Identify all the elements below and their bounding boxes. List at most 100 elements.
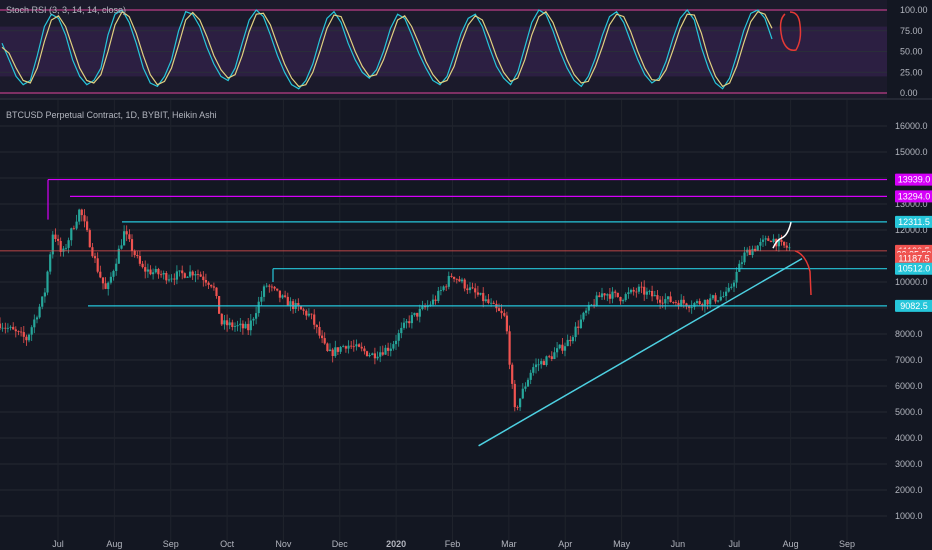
candle-body xyxy=(627,292,630,294)
candle-body xyxy=(220,313,223,325)
candle-body xyxy=(442,286,445,291)
candle-body xyxy=(585,310,588,313)
candle-body xyxy=(41,296,44,307)
candle-body xyxy=(120,245,123,249)
candle-body xyxy=(651,291,654,297)
candle-body xyxy=(777,239,780,247)
candle-body xyxy=(130,239,134,251)
candle-body xyxy=(112,271,115,277)
candle-body xyxy=(616,292,619,297)
candle-body xyxy=(582,312,585,320)
candle-body xyxy=(379,352,382,357)
candle-body xyxy=(756,245,759,251)
candle-body xyxy=(645,291,648,295)
candle-body xyxy=(698,301,701,305)
candle-body xyxy=(270,286,273,288)
candle-body xyxy=(722,296,725,297)
level-tag-background xyxy=(895,190,932,203)
price-tick-label: 10000.0 xyxy=(895,277,928,287)
candle-body xyxy=(284,295,287,297)
candle-body xyxy=(273,286,276,289)
price-panel: BTCUSD Perpetual Contract, 1D, BYBIT, He… xyxy=(0,100,932,549)
stoch-rsi-panel: Stoch RSI (3, 3, 14, 14, close) 100.00 75… xyxy=(0,0,928,98)
candle-body xyxy=(347,345,350,349)
candle-body xyxy=(653,295,656,297)
candle-body xyxy=(80,209,83,216)
price-tick-label: 12000.0 xyxy=(895,225,928,235)
candle-body xyxy=(397,333,400,341)
candle-body xyxy=(352,346,355,348)
candle-body xyxy=(33,319,36,328)
candle-body xyxy=(503,313,506,316)
candle-body xyxy=(600,293,604,298)
candle-body xyxy=(339,347,342,352)
candle-body xyxy=(181,270,184,274)
time-tick-label: Sep xyxy=(163,539,179,549)
candle-body xyxy=(202,276,205,281)
candle-body xyxy=(218,296,221,314)
candle-body xyxy=(666,296,670,300)
candle-body xyxy=(173,278,176,280)
candle-body xyxy=(511,364,514,384)
candle-body xyxy=(490,302,493,304)
candle-body xyxy=(482,292,485,302)
candle-body xyxy=(590,304,593,306)
candle-body xyxy=(400,327,403,334)
candle-body xyxy=(561,344,564,351)
candle-body xyxy=(785,245,788,248)
candle-body xyxy=(313,314,316,325)
candle-body xyxy=(212,286,215,288)
candle-body xyxy=(550,356,553,359)
candle-body xyxy=(508,331,511,365)
candle-body xyxy=(418,309,421,317)
drawn-annotations xyxy=(478,222,812,447)
level-tag-label: 9082.5 xyxy=(900,301,928,311)
candle-body xyxy=(196,274,200,275)
time-tick-label: Jul xyxy=(52,539,64,549)
candle-body xyxy=(189,271,192,277)
candle-body xyxy=(107,282,110,289)
level-tag-label: 10512.0 xyxy=(898,264,931,274)
candle-body xyxy=(302,309,305,311)
candle-body xyxy=(328,349,332,351)
candle-body xyxy=(1,327,4,329)
candle-body xyxy=(64,247,68,249)
candle-body xyxy=(226,320,229,326)
candle-body xyxy=(199,274,202,277)
candle-body xyxy=(260,296,263,302)
candle-body xyxy=(394,340,398,345)
candle-body xyxy=(54,234,57,239)
candle-body xyxy=(4,327,7,329)
candle-body xyxy=(355,344,358,347)
candle-body xyxy=(571,337,574,342)
candle-body xyxy=(223,320,226,325)
candle-body xyxy=(659,299,662,303)
candle-body xyxy=(463,279,466,289)
candle-body xyxy=(363,348,366,352)
candle-body xyxy=(22,332,25,337)
candle-body xyxy=(6,327,9,329)
candle-body xyxy=(701,304,704,307)
candle-body xyxy=(326,343,329,351)
candle-body xyxy=(373,353,376,359)
candle-body xyxy=(706,299,709,305)
candle-body xyxy=(255,313,258,319)
candle-body xyxy=(688,306,691,308)
candle-body xyxy=(25,336,28,341)
candle-body xyxy=(545,356,548,365)
candle-body xyxy=(128,234,131,240)
candle-body xyxy=(497,308,501,311)
candle-body xyxy=(640,286,643,288)
candle-body xyxy=(566,339,569,347)
time-tick-label: Apr xyxy=(558,539,572,549)
candle-body xyxy=(424,306,427,308)
candle-body xyxy=(167,279,171,281)
candle-body xyxy=(574,326,577,338)
candle-body xyxy=(674,302,677,303)
candle-body xyxy=(336,347,339,352)
candle-body xyxy=(738,263,741,272)
time-tick-label: Jun xyxy=(671,539,686,549)
candle-body xyxy=(381,352,384,355)
candle-body xyxy=(170,278,173,280)
